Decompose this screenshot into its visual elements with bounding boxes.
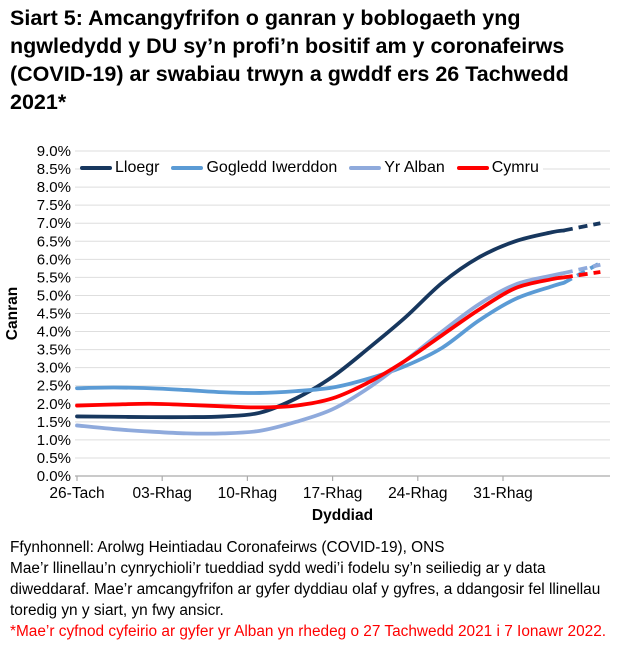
legend-label-lloegr: Lloegr: [115, 159, 160, 176]
x-tick-label: 26-Tach: [49, 485, 104, 502]
legend-swatch-yr-alban: [349, 166, 382, 170]
y-axis-title: Canran: [4, 287, 21, 340]
chart-title: Siart 5: Amcangyfrifon o ganran y boblog…: [10, 6, 569, 114]
y-tick-label: 8.5%: [37, 161, 71, 178]
y-tick-label: 6.0%: [37, 251, 71, 268]
series-line-cymru: [75, 275, 566, 410]
y-tick-label: 2.5%: [37, 378, 71, 395]
footer: Ffynhonnell: Arolwg Heintiadau Coronafei…: [10, 537, 622, 642]
legend-item-gogledd-iwerddon: Gogledd Iwerddon: [171, 159, 337, 177]
series-line-dashed-cymru: [563, 270, 601, 280]
y-tick-label: 1.5%: [37, 414, 71, 431]
scotland-footnote: *Mae’r cyfnod cyfeirio ar gyfer yr Alban…: [10, 623, 607, 640]
legend-swatch-cymru: [456, 166, 489, 170]
y-tick-label: 3.0%: [37, 360, 71, 377]
y-tick-label: 0.0%: [37, 468, 71, 485]
series-line-dashed-yr-alban: [563, 262, 601, 275]
y-tick-label: 4.0%: [37, 324, 71, 341]
y-tick-label: 6.5%: [37, 233, 71, 250]
legend-item-cymru: Cymru: [456, 159, 539, 177]
legend-label-gogledd-iwerddon: Gogledd Iwerddon: [206, 159, 338, 176]
source-line: Ffynhonnell: Arolwg Heintiadau Coronafei…: [10, 539, 445, 556]
y-tick-label: 5.0%: [37, 287, 71, 304]
y-tick-label: 2.0%: [37, 396, 71, 413]
y-tick-label: 3.5%: [37, 342, 71, 359]
series-line-lloegr: [75, 228, 566, 420]
legend-swatch-gogledd-iwerddon: [171, 166, 204, 170]
legend-label-cymru: Cymru: [491, 159, 539, 176]
methodology-note: Mae’r llinellau’n cynrychioli’r tueddiad…: [10, 560, 601, 619]
y-tick-label: 9.0%: [37, 143, 71, 160]
x-tick-label: 17-Rhag: [303, 485, 362, 502]
x-tick-label: 03-Rhag: [132, 485, 191, 502]
series-line-dashed-lloegr: [563, 221, 601, 233]
legend-swatch-lloegr: [80, 166, 112, 170]
x-axis-title: Dyddiad: [312, 507, 373, 524]
y-tick-label: 8.0%: [37, 179, 71, 196]
y-tick-label: 5.5%: [37, 269, 71, 286]
y-tick-label: 1.0%: [37, 432, 71, 449]
y-tick-label: 7.0%: [37, 215, 71, 232]
x-tick-label: 31-Rhag: [473, 485, 532, 502]
series-line-yr-alban: [75, 271, 566, 436]
legend-item-lloegr: Lloegr: [80, 159, 159, 177]
y-tick-label: 4.5%: [37, 306, 71, 323]
chart-legend: Lloegr Gogledd Iwerddon Yr Alban Cymru: [80, 158, 543, 178]
y-tick-label: 7.5%: [37, 197, 71, 214]
y-tick-label: 0.5%: [37, 450, 71, 467]
x-tick-label: 24-Rhag: [388, 485, 447, 502]
legend-item-yr-alban: Yr Alban: [349, 159, 445, 177]
line-chart-canvas: 0.0%0.5%1.0%1.5%2.0%2.5%3.0%3.5%4.0%4.5%…: [4, 143, 610, 524]
series-line-gogledd-iwerddon: [75, 280, 566, 395]
legend-label-yr-alban: Yr Alban: [384, 159, 445, 176]
x-tick-label: 10-Rhag: [218, 485, 277, 502]
